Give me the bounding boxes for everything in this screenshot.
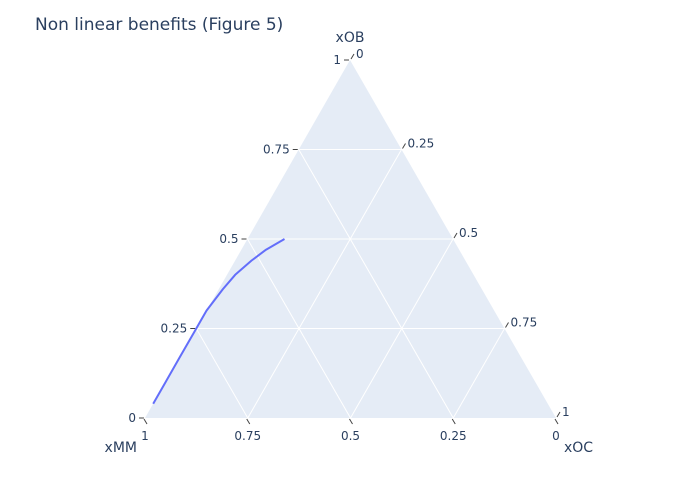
tick-b: [143, 418, 148, 425]
grid-line-c: [452, 328, 505, 419]
axis-title-c: xOC: [564, 440, 593, 456]
chart-title: Non linear benefits (Figure 5): [35, 15, 283, 35]
tick-c: [453, 232, 458, 239]
grid-lines: [195, 149, 505, 419]
grid-line-c: [350, 238, 454, 419]
tick-label-a: 0: [128, 411, 136, 425]
tick-c: [556, 411, 561, 418]
axis-title-b: xMM: [105, 440, 137, 456]
tick-label-c: 1: [562, 405, 570, 419]
series-line: [152, 238, 286, 405]
tick-label-a: 0.25: [161, 322, 188, 336]
tick-label-c: 0.25: [408, 137, 435, 151]
grid-line-b: [195, 328, 249, 419]
tick-b: [246, 418, 251, 425]
grid-line-c: [247, 149, 402, 419]
tick-label-a: 0.5: [219, 232, 238, 246]
tick-label-c: 0: [356, 47, 364, 61]
grid-line-b: [298, 149, 454, 419]
tick-label-a: 0.75: [263, 143, 290, 157]
tick-label-c: 0.75: [511, 316, 538, 330]
tick-b: [451, 418, 456, 425]
tick-c: [505, 322, 509, 328]
tick-c: [350, 53, 355, 60]
tick-b: [349, 418, 353, 425]
axis-title-a: xOB: [336, 30, 365, 46]
tick-label-c: 0.5: [459, 226, 478, 240]
tick-label-b: 0.75: [234, 429, 261, 443]
grid-line-b: [247, 238, 351, 419]
series-layer: [152, 238, 286, 405]
tick-label-b: 0.5: [341, 429, 360, 443]
tick-marks: [139, 53, 561, 425]
tick-label-b: 0.25: [440, 429, 467, 443]
tick-label-b: 0: [552, 429, 560, 443]
tick-label-b: 1: [141, 429, 149, 443]
tick-b: [554, 418, 559, 425]
tick-c: [402, 143, 406, 149]
tick-label-a: 1: [333, 53, 341, 67]
